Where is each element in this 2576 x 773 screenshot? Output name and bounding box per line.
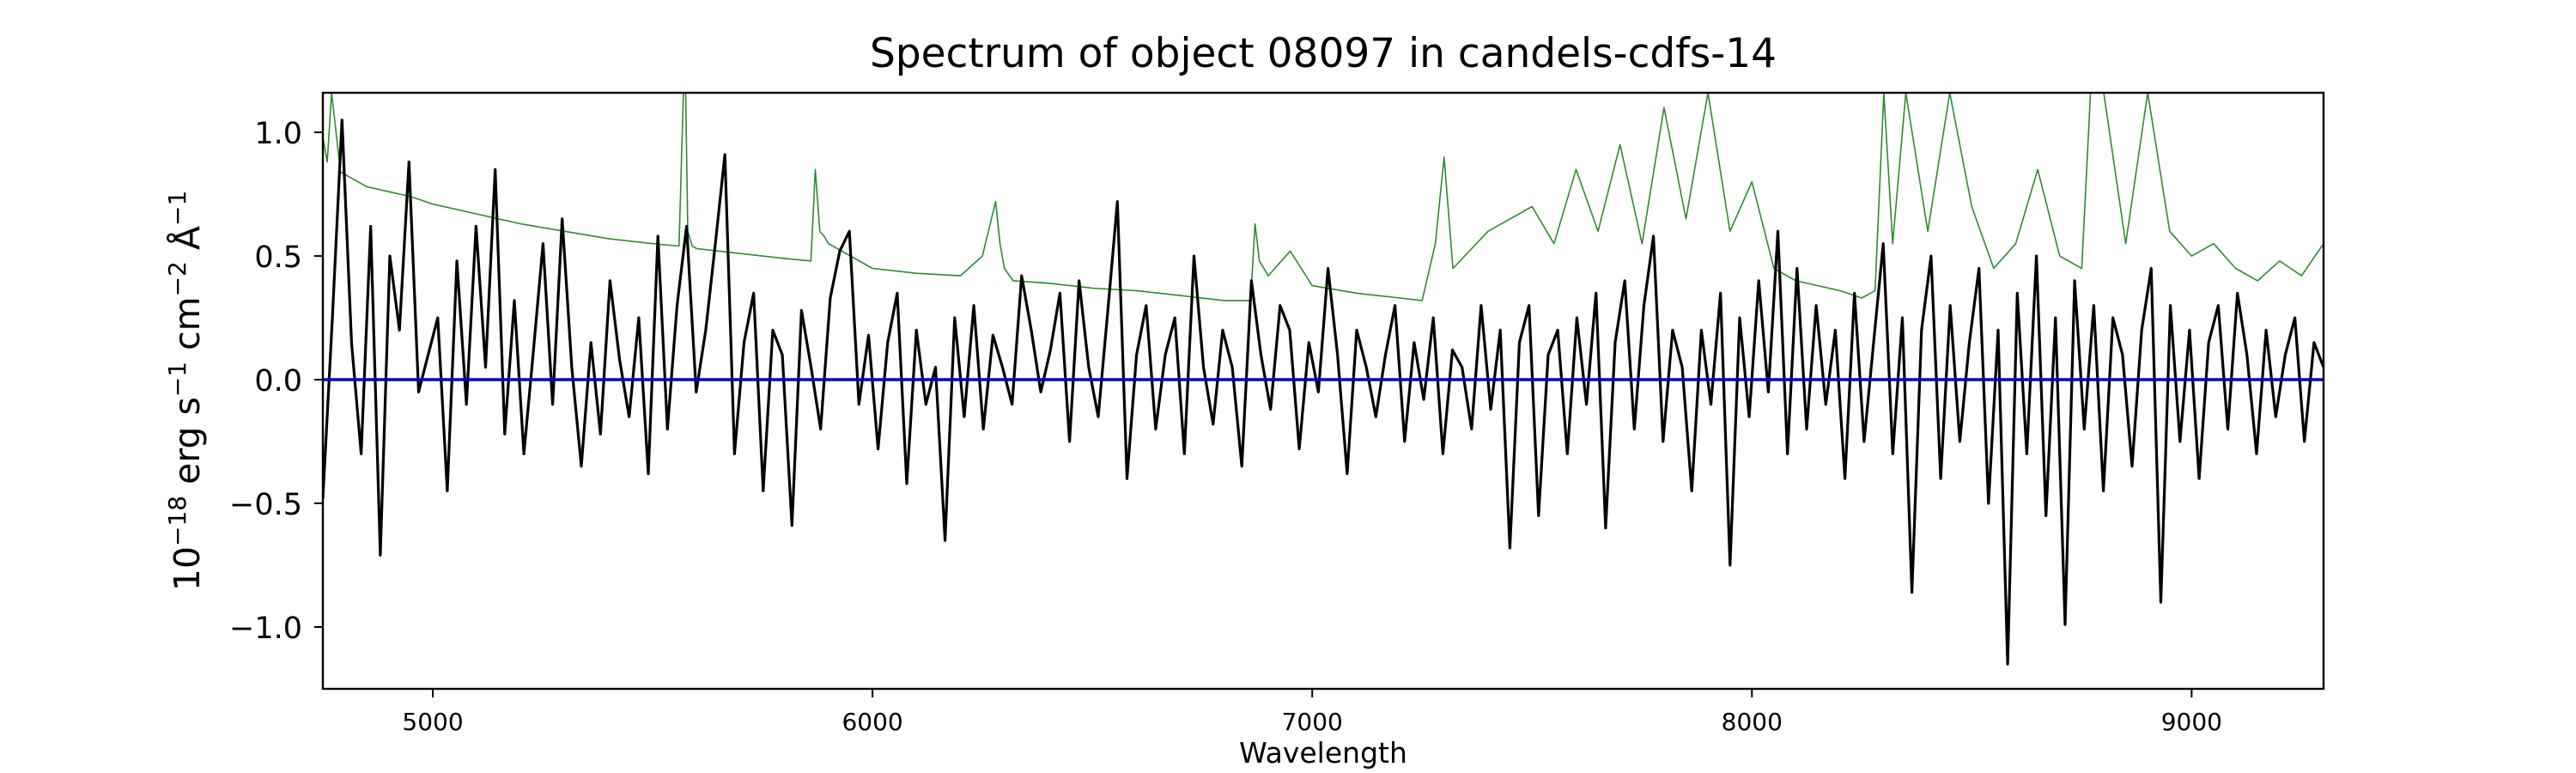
x-axis: 5000 6000 7000 8000 9000 [402,689,2222,736]
y-label-exp2: −1 [163,362,191,397]
x-tick-label: 5000 [402,708,463,736]
y-label-exp3: −2 [163,261,191,296]
y-tick-label: −0.5 [229,488,302,522]
y-label-base: 10 [167,546,208,591]
x-tick-label: 8000 [1722,708,1783,736]
x-axis-label: Wavelength [1239,736,1407,770]
y-label-cm: cm [167,296,208,362]
y-tick-label: 1.0 [254,117,302,151]
x-tick-label: 7000 [1282,708,1343,736]
y-tick-label: 0.0 [254,364,302,399]
y-label-exp4: −1 [163,191,191,226]
y-label-erg: erg s [167,397,208,496]
x-tick-label: 9000 [2161,708,2222,736]
y-tick-label: −1.0 [229,612,302,646]
series-layer [323,93,2324,666]
y-label-exp1: −18 [163,496,191,546]
plot-frame [321,91,2325,691]
y-tick-label: 0.5 [254,240,302,275]
y-label-ang: Å [167,226,208,261]
error-series-line [323,93,2324,301]
x-tick-label: 6000 [841,708,902,736]
chart-title: Spectrum of object 08097 in candels-cdfs… [870,30,1777,77]
y-axis: −1.0 −0.5 0.0 0.5 1.0 [229,117,323,646]
flux-series-line [323,119,2324,666]
y-axis-label: 10−18 erg s−1 cm−2 Å−1 [163,191,208,592]
